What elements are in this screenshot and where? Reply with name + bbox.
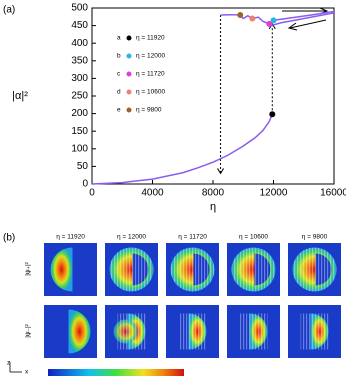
legend-letter: c (117, 71, 121, 78)
y-tick-label: 350 (71, 55, 88, 66)
point (249, 15, 256, 22)
y-tick-label: 150 (71, 126, 88, 137)
x-tick-label: 8000 (202, 188, 225, 199)
legend-letter: a (117, 35, 121, 42)
y-tick-label: 0 (82, 179, 88, 190)
stripes (178, 313, 207, 350)
legend-dot (126, 35, 132, 41)
y-tick-label: 50 (77, 161, 89, 172)
y-tick-label: 250 (71, 91, 88, 102)
axis-label: z (7, 360, 10, 367)
y-tick-label: 100 (71, 143, 88, 154)
panel-label: (a) (3, 5, 15, 16)
stripes (109, 247, 154, 292)
legend-text: η = 11920 (136, 35, 165, 42)
stripes (239, 313, 268, 350)
legend-dot (126, 71, 132, 77)
stripes (117, 313, 146, 350)
y-tick-label: 500 (71, 3, 88, 14)
axis-label: x (25, 369, 29, 376)
x-tick-label: 4000 (141, 188, 164, 199)
stripes (292, 247, 337, 292)
jump-arrow (268, 22, 276, 30)
legend-text: η = 12000 (136, 53, 165, 60)
panel-label: (b) (3, 233, 15, 244)
legend-letter: d (117, 89, 121, 96)
point (266, 20, 273, 27)
y-tick-label: 200 (71, 108, 88, 119)
column-label: η = 12000 (117, 234, 146, 241)
density-maps: η = 11920 η = 12000 η = 11720 η = 10600 η = … (25, 234, 341, 358)
stripes (300, 313, 329, 350)
column-label: η = 11720 (178, 234, 207, 241)
legend-dot (126, 89, 132, 95)
plot: 0 50 100 150 200 250 300 350 400 450 500 0 4000 8000 1… (71, 3, 346, 199)
curve (91, 114, 273, 185)
density (68, 309, 91, 354)
column-label: η = 9800 (302, 234, 328, 241)
legend-dot (126, 107, 132, 113)
row-label: |ψ₊|² (25, 261, 32, 275)
legend-text: η = 9800 (136, 107, 162, 114)
column-label: η = 10600 (239, 234, 268, 241)
legend-dot (126, 53, 132, 59)
point (269, 111, 276, 118)
axes-icon (9, 362, 22, 373)
y-tick-label: 400 (71, 38, 88, 49)
legend-text: η = 11720 (136, 71, 165, 78)
legend-letter: e (117, 107, 121, 114)
column-label: η = 11920 (56, 234, 85, 241)
y-axis-label: |α|² (12, 90, 28, 102)
stripes (231, 247, 276, 292)
x-tick-label: 16000 (320, 188, 346, 199)
x-axis-label: η (210, 201, 216, 213)
y-tick-label: 300 (71, 73, 88, 84)
jump-arrow (217, 168, 224, 175)
row-label: |ψ₋|² (25, 323, 32, 337)
y-tick-label: 450 (71, 20, 88, 31)
curve (269, 12, 335, 28)
density (50, 247, 73, 292)
colorbar (48, 369, 184, 376)
x-tick-label: 12000 (260, 188, 288, 199)
x-tick-label: 0 (89, 188, 95, 199)
plot-frame (91, 7, 335, 185)
stripes (170, 247, 215, 292)
point (237, 12, 244, 19)
point (270, 17, 277, 24)
legend-letter: b (117, 53, 121, 60)
legend-text: η = 10600 (136, 89, 165, 96)
